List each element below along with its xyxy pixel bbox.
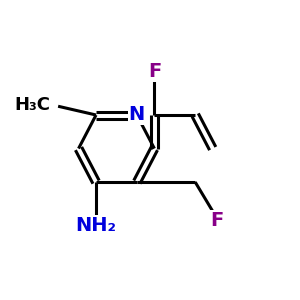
Text: H₃C: H₃C: [15, 96, 51, 114]
Text: N: N: [129, 106, 145, 124]
Text: F: F: [211, 211, 224, 230]
Text: NH₂: NH₂: [76, 216, 116, 235]
Text: F: F: [148, 62, 161, 81]
